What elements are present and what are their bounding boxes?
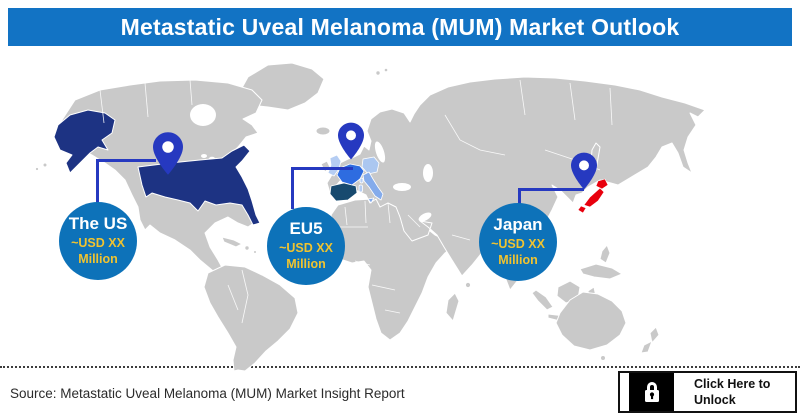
country-borders bbox=[99, 79, 613, 324]
eu5-map-pin-icon bbox=[338, 122, 364, 160]
region-sardinia-highlight bbox=[358, 184, 363, 193]
us-region-value: ~USD XX Million bbox=[71, 235, 125, 266]
page-title: Metastatic Uveal Melanoma (MUM) Market O… bbox=[120, 13, 680, 40]
region-japan-hokkaido bbox=[595, 178, 609, 190]
island-aleutian bbox=[34, 166, 40, 172]
island-new-zealand bbox=[649, 326, 660, 344]
lock-icon-box bbox=[629, 373, 674, 411]
continent-south-america bbox=[203, 264, 299, 372]
eu5-region-value: ~USD XX Million bbox=[279, 240, 333, 271]
island-svalbard bbox=[375, 70, 381, 76]
inland-water bbox=[190, 104, 433, 222]
region-japan-honshu bbox=[583, 187, 605, 208]
region-uk-highlight bbox=[327, 154, 342, 177]
island-tasmania bbox=[600, 355, 606, 361]
eu5-connector-vertical bbox=[291, 167, 294, 209]
us-value-badge: The US ~USD XX Million bbox=[59, 202, 137, 280]
eu5-connector-horizontal bbox=[291, 167, 353, 170]
world-map bbox=[34, 62, 706, 372]
island-sumatra bbox=[531, 289, 554, 311]
japan-connector-vertical bbox=[518, 188, 521, 205]
eu5-region-name: EU5 bbox=[289, 218, 323, 238]
region-italy-highlight bbox=[362, 171, 384, 201]
lock-icon bbox=[644, 382, 659, 402]
footer-divider bbox=[0, 366, 800, 368]
island-iceland bbox=[315, 126, 331, 136]
region-sicily-highlight bbox=[367, 197, 375, 204]
island-caribbean bbox=[253, 250, 257, 254]
island-new-zealand bbox=[640, 340, 653, 354]
title-bar: Metastatic Uveal Melanoma (MUM) Market O… bbox=[8, 8, 792, 46]
japan-map-pin-icon bbox=[571, 152, 597, 190]
us-region-name: The US bbox=[68, 213, 128, 233]
region-spain-highlight bbox=[329, 182, 358, 202]
unlock-button[interactable]: Click Here to Unlock bbox=[618, 371, 797, 413]
island-cuba bbox=[221, 236, 243, 248]
region-corsica-highlight bbox=[359, 177, 364, 184]
japan-value-badge: Japan ~USD XX Million bbox=[479, 203, 557, 281]
region-alaska-highlight bbox=[53, 109, 116, 174]
island-philippines bbox=[599, 244, 611, 264]
eu5-value-badge: EU5 ~USD XX Million bbox=[267, 207, 345, 285]
continent-australia bbox=[555, 291, 627, 351]
japan-region-name: Japan bbox=[493, 214, 543, 234]
island-new-guinea bbox=[579, 263, 623, 280]
us-map-pin-icon bbox=[153, 132, 183, 175]
island-hispaniola bbox=[244, 245, 250, 251]
us-connector-vertical bbox=[96, 159, 99, 204]
region-germany-highlight bbox=[361, 156, 380, 175]
unlock-button-label: Click Here to Unlock bbox=[694, 376, 771, 407]
island-madagascar bbox=[445, 292, 460, 322]
island-aleutian bbox=[42, 162, 48, 168]
island-sri-lanka bbox=[464, 281, 472, 289]
japan-region-value: ~USD XX Million bbox=[491, 236, 545, 267]
japan-connector-horizontal bbox=[518, 188, 584, 191]
us-connector-horizontal bbox=[96, 159, 156, 162]
continent-eurasia bbox=[326, 76, 706, 291]
island-svalbard bbox=[383, 67, 389, 73]
region-japan-kyushu bbox=[577, 205, 587, 214]
source-note: Source: Metastatic Uveal Melanoma (MUM) … bbox=[10, 386, 405, 401]
